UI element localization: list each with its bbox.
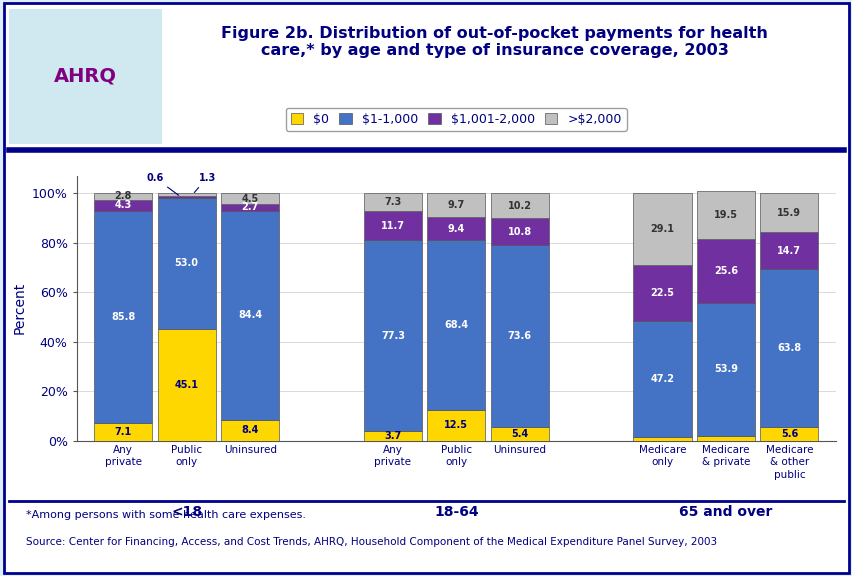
Text: 77.3: 77.3 bbox=[381, 331, 405, 341]
Bar bbox=[759, 269, 818, 427]
Bar bbox=[490, 193, 548, 218]
Bar bbox=[94, 211, 153, 423]
Bar bbox=[696, 239, 754, 303]
Bar bbox=[490, 218, 548, 245]
Bar bbox=[490, 245, 548, 427]
Bar bbox=[759, 232, 818, 269]
Text: *Among persons with some health care expenses.: *Among persons with some health care exp… bbox=[26, 510, 305, 520]
Bar bbox=[633, 265, 691, 320]
Bar bbox=[158, 329, 216, 441]
Text: 22.5: 22.5 bbox=[650, 287, 674, 298]
Bar bbox=[696, 303, 754, 436]
Text: 65 and over: 65 and over bbox=[678, 505, 772, 519]
Text: 19.5: 19.5 bbox=[713, 210, 737, 220]
Text: 84.4: 84.4 bbox=[238, 310, 262, 320]
Text: AHRQ: AHRQ bbox=[54, 67, 117, 86]
Text: 29.1: 29.1 bbox=[650, 224, 674, 234]
Text: 63.8: 63.8 bbox=[776, 343, 801, 353]
Bar bbox=[364, 211, 422, 240]
Bar bbox=[364, 240, 422, 431]
Bar bbox=[364, 431, 422, 441]
Text: 10.8: 10.8 bbox=[507, 226, 532, 237]
Text: Figure 2b. Distribution of out-of-pocket payments for health
care,* by age and t: Figure 2b. Distribution of out-of-pocket… bbox=[221, 26, 768, 58]
Bar bbox=[696, 436, 754, 441]
Bar bbox=[158, 193, 216, 196]
Text: 11.7: 11.7 bbox=[381, 221, 405, 230]
Text: 18-64: 18-64 bbox=[434, 505, 478, 519]
Bar bbox=[427, 410, 485, 441]
Text: 8.4: 8.4 bbox=[241, 425, 258, 435]
Text: 4.3: 4.3 bbox=[114, 200, 132, 210]
Bar bbox=[158, 196, 216, 198]
Bar bbox=[696, 191, 754, 239]
Text: 0.6: 0.6 bbox=[146, 173, 178, 195]
Text: Source: Center for Financing, Access, and Cost Trends, AHRQ, Household Component: Source: Center for Financing, Access, an… bbox=[26, 537, 716, 547]
Text: 2.7: 2.7 bbox=[241, 203, 258, 213]
Text: 53.0: 53.0 bbox=[175, 259, 199, 268]
Text: 10.2: 10.2 bbox=[507, 200, 531, 211]
Bar bbox=[221, 193, 279, 204]
Bar bbox=[221, 204, 279, 211]
Bar bbox=[221, 211, 279, 420]
Text: 7.3: 7.3 bbox=[384, 197, 401, 207]
Bar bbox=[158, 198, 216, 329]
Bar bbox=[633, 193, 691, 265]
Text: 12.5: 12.5 bbox=[444, 420, 468, 430]
Legend: $0, $1-1,000, $1,001-2,000, >$2,000: $0, $1-1,000, $1,001-2,000, >$2,000 bbox=[285, 108, 626, 131]
Text: 15.9: 15.9 bbox=[776, 208, 801, 218]
Bar bbox=[427, 217, 485, 240]
Bar bbox=[427, 240, 485, 410]
Bar bbox=[490, 427, 548, 441]
Bar bbox=[364, 193, 422, 211]
Text: 1.3: 1.3 bbox=[194, 173, 216, 192]
Text: 7.1: 7.1 bbox=[114, 427, 132, 437]
Y-axis label: Percent: Percent bbox=[12, 282, 26, 334]
Text: <18: <18 bbox=[171, 505, 202, 519]
Text: 2.8: 2.8 bbox=[114, 191, 132, 202]
Text: 9.7: 9.7 bbox=[447, 200, 464, 210]
Text: 68.4: 68.4 bbox=[444, 320, 468, 330]
Bar bbox=[759, 193, 818, 232]
Bar bbox=[427, 193, 485, 217]
Bar bbox=[633, 320, 691, 437]
Text: 73.6: 73.6 bbox=[507, 331, 531, 341]
Text: 5.4: 5.4 bbox=[510, 429, 527, 439]
Bar bbox=[759, 427, 818, 441]
Bar bbox=[94, 423, 153, 441]
Text: 14.7: 14.7 bbox=[776, 245, 801, 256]
Bar bbox=[221, 420, 279, 441]
Bar bbox=[633, 437, 691, 441]
Text: 3.7: 3.7 bbox=[384, 431, 401, 441]
Text: 9.4: 9.4 bbox=[447, 223, 464, 234]
Text: 4.5: 4.5 bbox=[241, 194, 258, 203]
Text: 5.6: 5.6 bbox=[780, 429, 797, 439]
Text: 47.2: 47.2 bbox=[650, 374, 674, 384]
Text: 25.6: 25.6 bbox=[713, 266, 737, 276]
Bar bbox=[94, 200, 153, 211]
Text: 85.8: 85.8 bbox=[111, 312, 135, 322]
Bar bbox=[94, 193, 153, 200]
Text: 53.9: 53.9 bbox=[713, 365, 737, 374]
Text: 45.1: 45.1 bbox=[175, 380, 199, 390]
